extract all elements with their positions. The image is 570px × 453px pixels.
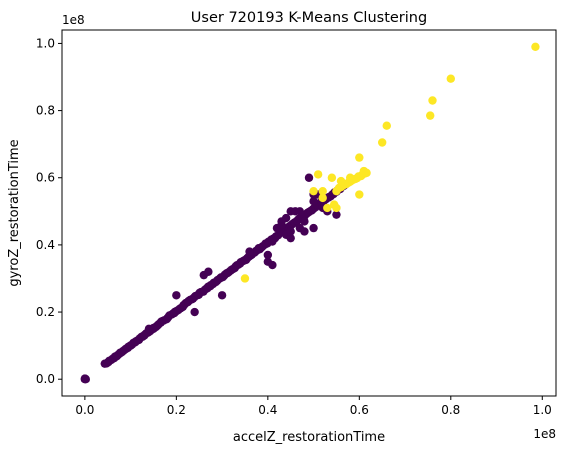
y-tick-label: 1.0 (36, 36, 55, 50)
data-point-cluster-1 (318, 193, 327, 203)
data-point-cluster-0 (204, 267, 213, 276)
data-point-cluster-0 (254, 244, 263, 253)
data-point-cluster-1 (323, 203, 332, 213)
data-point-cluster-0 (268, 237, 277, 246)
data-point-cluster-1 (327, 173, 337, 182)
data-point-cluster-1 (531, 42, 540, 51)
data-point-cluster-1 (313, 170, 323, 179)
data-point-cluster-1 (332, 186, 341, 196)
y-offset-text: 1e8 (62, 13, 85, 27)
data-point-cluster-1 (240, 274, 250, 283)
data-point-cluster-1 (345, 173, 355, 182)
data-point-cluster-0 (130, 338, 140, 347)
data-point-cluster-1 (359, 166, 369, 176)
plot-frame (61, 29, 557, 397)
y-tick-label: 0.6 (36, 171, 55, 185)
data-point-cluster-1 (426, 111, 435, 120)
y-axis-label: gyroZ_restorationTime (7, 139, 22, 286)
data-point-cluster-0 (277, 217, 286, 226)
y-tick-label: 0.8 (36, 104, 55, 118)
data-point-cluster-0 (172, 291, 181, 300)
x-tick-label: 0.6 (350, 403, 369, 417)
data-point-cluster-0 (309, 197, 318, 206)
data-point-cluster-0 (286, 233, 295, 243)
data-point-cluster-1 (332, 203, 341, 213)
data-point-cluster-0 (295, 207, 305, 216)
y-tick-label: 0.2 (36, 305, 55, 319)
x-offset-text: 1e8 (533, 427, 556, 441)
y-tick-label: 0.0 (36, 372, 55, 386)
x-axis-label: accelZ_restorationTime (233, 430, 385, 445)
x-tick-label: 0.0 (75, 403, 94, 417)
data-point-cluster-1 (309, 186, 318, 196)
data-point-cluster-1 (382, 121, 391, 130)
data-point-cluster-1 (377, 138, 387, 147)
data-point-cluster-1 (355, 190, 364, 199)
x-tick-label: 0.2 (167, 403, 186, 417)
data-point-cluster-0 (263, 250, 273, 260)
data-point-cluster-0 (81, 375, 90, 384)
data-point-cluster-0 (332, 210, 341, 219)
chart-title: User 720193 K-Means Clustering (191, 10, 427, 26)
data-point-cluster-1 (318, 186, 327, 196)
x-axis-ticks: 0.0 0.2 0.4 0.6 0.8 1.0 (75, 396, 552, 417)
y-axis-ticks: 0.0 0.2 0.4 0.6 0.8 1.0 (36, 36, 62, 386)
y-tick-label: 0.4 (36, 238, 55, 252)
data-point-cluster-1 (355, 153, 364, 162)
data-point-cluster-0 (149, 324, 158, 334)
data-point-cluster-0 (286, 227, 295, 236)
data-point-cluster-0 (268, 260, 277, 270)
data-point-cluster-0 (140, 331, 149, 340)
x-tick-label: 0.8 (441, 403, 460, 417)
x-tick-label: 1.0 (533, 403, 552, 417)
data-point-cluster-0 (190, 307, 199, 317)
data-point-cluster-1 (446, 74, 455, 83)
data-point-cluster-1 (336, 176, 346, 186)
data-point-cluster-1 (428, 96, 437, 105)
x-tick-label: 0.4 (258, 403, 277, 417)
data-point-cluster-0 (304, 173, 314, 182)
data-point-cluster-0 (300, 217, 309, 226)
data-point-cluster-0 (245, 247, 254, 256)
data-point-cluster-0 (309, 223, 318, 233)
data-point-cluster-0 (217, 291, 227, 300)
data-point-cluster-0 (300, 227, 309, 236)
data-point-cluster-0 (103, 358, 112, 367)
points-layer (80, 42, 540, 384)
data-point-cluster-0 (117, 348, 126, 357)
